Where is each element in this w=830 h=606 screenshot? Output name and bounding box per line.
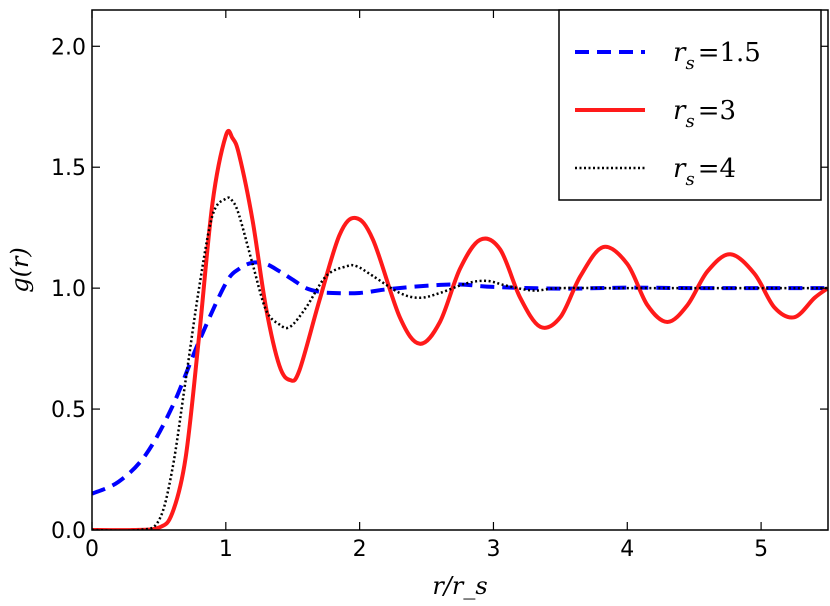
x-tick-label: 2: [353, 537, 367, 562]
x-tick-label: 3: [486, 537, 500, 562]
series-line-3: [92, 196, 828, 530]
y-tick-label: 1.0: [51, 277, 86, 302]
x-tick-label: 4: [620, 537, 634, 562]
y-tick-label: 0.5: [51, 398, 86, 423]
x-tick-label: 0: [85, 537, 99, 562]
y-tick-label: 0.0: [51, 519, 86, 544]
x-tick-label: 5: [754, 537, 768, 562]
legend: rs =1.5 rs =3 rs =4: [558, 9, 822, 201]
legend-label-1: rs =1.5: [673, 38, 761, 74]
y-axis-label: g(r): [6, 247, 34, 293]
legend-label-3: rs =4: [673, 154, 736, 190]
labels-layer: r/r_s g(r): [6, 247, 488, 600]
series-line-2: [92, 128, 828, 530]
series-layer: [92, 128, 828, 530]
y-tick-label: 2.0: [51, 35, 86, 60]
ticks-layer: 0 1 2 3 4 5 0.0 0.5 1.0 1.5 2.0: [51, 10, 828, 562]
plot-frame: [91, 9, 829, 531]
legend-label-2: rs =3: [673, 96, 736, 132]
x-tick-label: 1: [219, 537, 233, 562]
y-tick-label: 1.5: [51, 156, 86, 181]
x-axis-label: r/r_s: [432, 572, 487, 600]
